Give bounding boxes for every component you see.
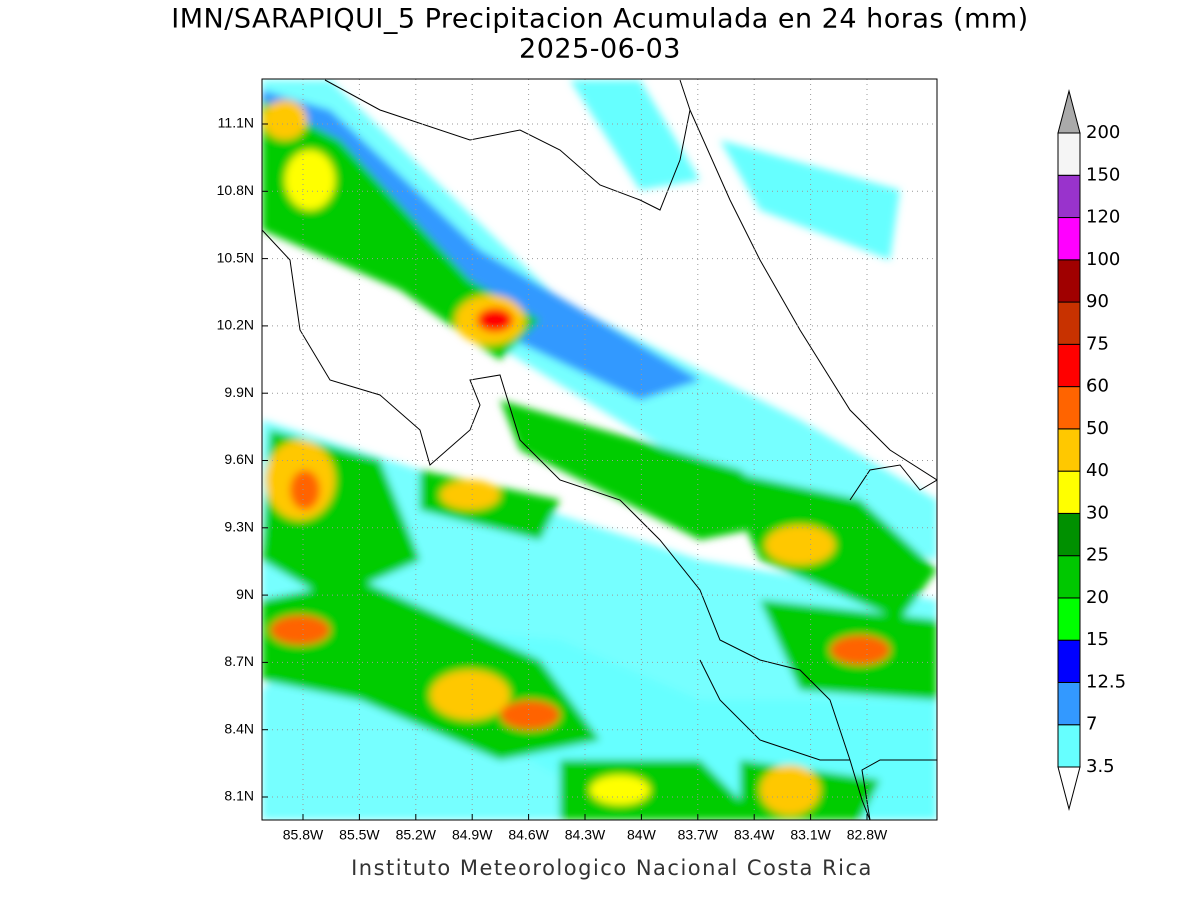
colorbar-label: 150 <box>1086 164 1120 185</box>
colorbar-box <box>1057 301 1081 345</box>
colorbar-box <box>1057 597 1081 641</box>
precipitation-field <box>262 79 937 820</box>
lat-label: 9.6N <box>224 451 254 467</box>
lon-label: 84W <box>627 827 657 843</box>
colorbar-label: 120 <box>1086 207 1120 228</box>
colorbar-label: 75 <box>1086 333 1109 354</box>
footer-credit: Instituto Meteorologico Nacional Costa R… <box>351 856 873 880</box>
colorbar-box <box>1057 386 1081 430</box>
lat-label: 8.7N <box>224 653 254 669</box>
colorbar-box <box>1057 343 1081 388</box>
colorbar-label: 100 <box>1086 249 1120 270</box>
colorbar-label: 40 <box>1086 460 1109 481</box>
colorbar-box <box>1057 470 1081 514</box>
lat-label: 8.1N <box>224 788 254 804</box>
colorbar-label: 90 <box>1086 291 1109 312</box>
colorbar-box <box>1057 512 1081 557</box>
colorbar-label: 50 <box>1086 418 1109 439</box>
lon-label: 83.1W <box>790 827 831 843</box>
lon-label: 85.2W <box>396 827 437 843</box>
colorbar-under <box>1057 766 1081 811</box>
lat-label: 10.2N <box>217 317 254 333</box>
lat-label: 9.9N <box>224 384 254 400</box>
colorbar-label: 25 <box>1086 545 1109 566</box>
colorbar-box <box>1057 681 1081 726</box>
lon-label: 83.7W <box>678 827 719 843</box>
colorbar-box <box>1057 217 1081 261</box>
colorbar-over <box>1057 89 1081 134</box>
lat-label: 10.8N <box>217 182 254 198</box>
lon-label: 85.8W <box>283 827 324 843</box>
lat-label: 11.1N <box>218 115 254 131</box>
colorbar-label: 3.5 <box>1086 756 1115 777</box>
colorbar-box <box>1057 724 1081 768</box>
lon-label: 84.6W <box>508 827 549 843</box>
colorbar-label: 15 <box>1086 629 1109 650</box>
lat-label: 8.4N <box>224 720 254 736</box>
lat-label: 10.5N <box>217 249 254 265</box>
lat-label: 9.3N <box>224 519 254 535</box>
colorbar-label: 20 <box>1086 587 1109 608</box>
map-title: IMN/SARAPIQUI_5 Precipitacion Acumulada … <box>171 4 1028 35</box>
map-frame <box>261 78 938 821</box>
colorbar-label: 12.5 <box>1086 671 1126 692</box>
lon-label: 82.8W <box>847 827 888 843</box>
colorbar-box <box>1057 132 1081 176</box>
lon-label: 85.5W <box>339 827 380 843</box>
colorbar-box <box>1057 639 1081 683</box>
lon-label: 84.9W <box>452 827 493 843</box>
colorbar-box <box>1057 174 1081 219</box>
map-subtitle: 2025-06-03 <box>519 34 681 65</box>
colorbar-label: 200 <box>1086 122 1120 143</box>
colorbar: 3.5 7 12.5 15 20 25 30 40 50 60 75 90 100 120 150 200 <box>1057 89 1126 811</box>
colorbar-label: 60 <box>1086 376 1109 397</box>
lon-label: 83.4W <box>734 827 775 843</box>
colorbar-box <box>1057 555 1081 599</box>
colorbar-label: 7 <box>1086 714 1097 735</box>
lon-label: 84.3W <box>565 827 606 843</box>
lat-label: 9N <box>236 586 254 602</box>
colorbar-box <box>1057 428 1081 472</box>
colorbar-label: 30 <box>1086 502 1109 523</box>
graticule <box>262 79 937 820</box>
axis-labels: 11.1N 10.8N 10.5N 10.2N 9.9N 9.6N 9.3N 9N 8.7N 8.… <box>217 115 888 843</box>
colorbar-box <box>1057 259 1081 303</box>
